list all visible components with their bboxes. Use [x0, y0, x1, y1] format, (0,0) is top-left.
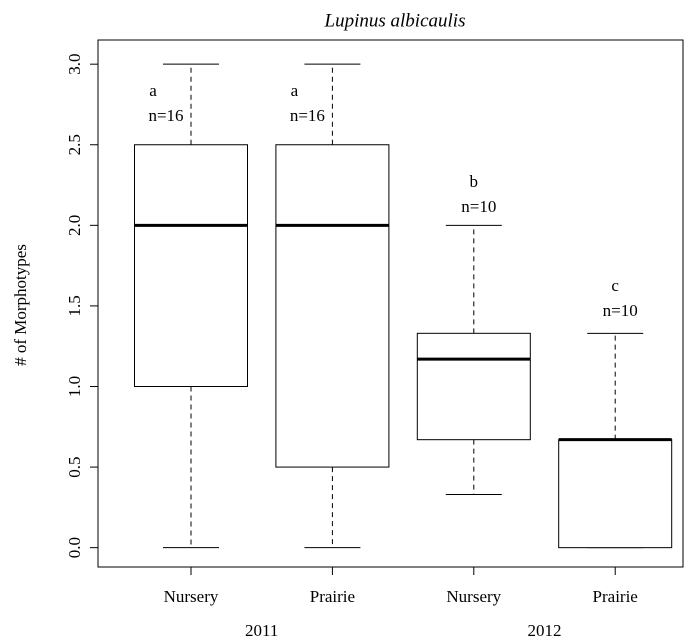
- y-tick-label: 0.0: [65, 537, 84, 558]
- group-label: 2012: [528, 621, 562, 640]
- significance-letter: b: [470, 172, 479, 191]
- significance-letter: c: [611, 276, 619, 295]
- box: [558, 439, 673, 549]
- x-tick-label: Prairie: [310, 587, 355, 606]
- n-label: n=16: [148, 106, 183, 125]
- n-label: n=10: [603, 301, 638, 320]
- box: [275, 144, 390, 468]
- y-tick-label: 1.0: [65, 376, 84, 397]
- box: [416, 332, 531, 441]
- x-tick-label: Prairie: [593, 587, 638, 606]
- chart-title: Lupinus albicaulis: [324, 10, 466, 31]
- y-axis-label: # of Morphotypes: [11, 244, 30, 366]
- y-tick-label: 0.5: [65, 456, 84, 477]
- x-tick-label: Nursery: [164, 587, 219, 606]
- group-label: 2011: [245, 621, 278, 640]
- y-tick-label: 2.5: [65, 134, 84, 155]
- plot-frame: [97, 39, 684, 568]
- significance-letter: a: [149, 81, 157, 100]
- box: [134, 144, 248, 387]
- x-tick-label: Nursery: [446, 587, 501, 606]
- y-tick-label: 3.0: [65, 54, 84, 75]
- n-label: n=16: [290, 106, 325, 125]
- y-tick-label: 2.0: [65, 215, 84, 236]
- significance-letter: a: [291, 81, 299, 100]
- n-label: n=10: [461, 197, 496, 216]
- y-tick-label: 1.5: [65, 295, 84, 316]
